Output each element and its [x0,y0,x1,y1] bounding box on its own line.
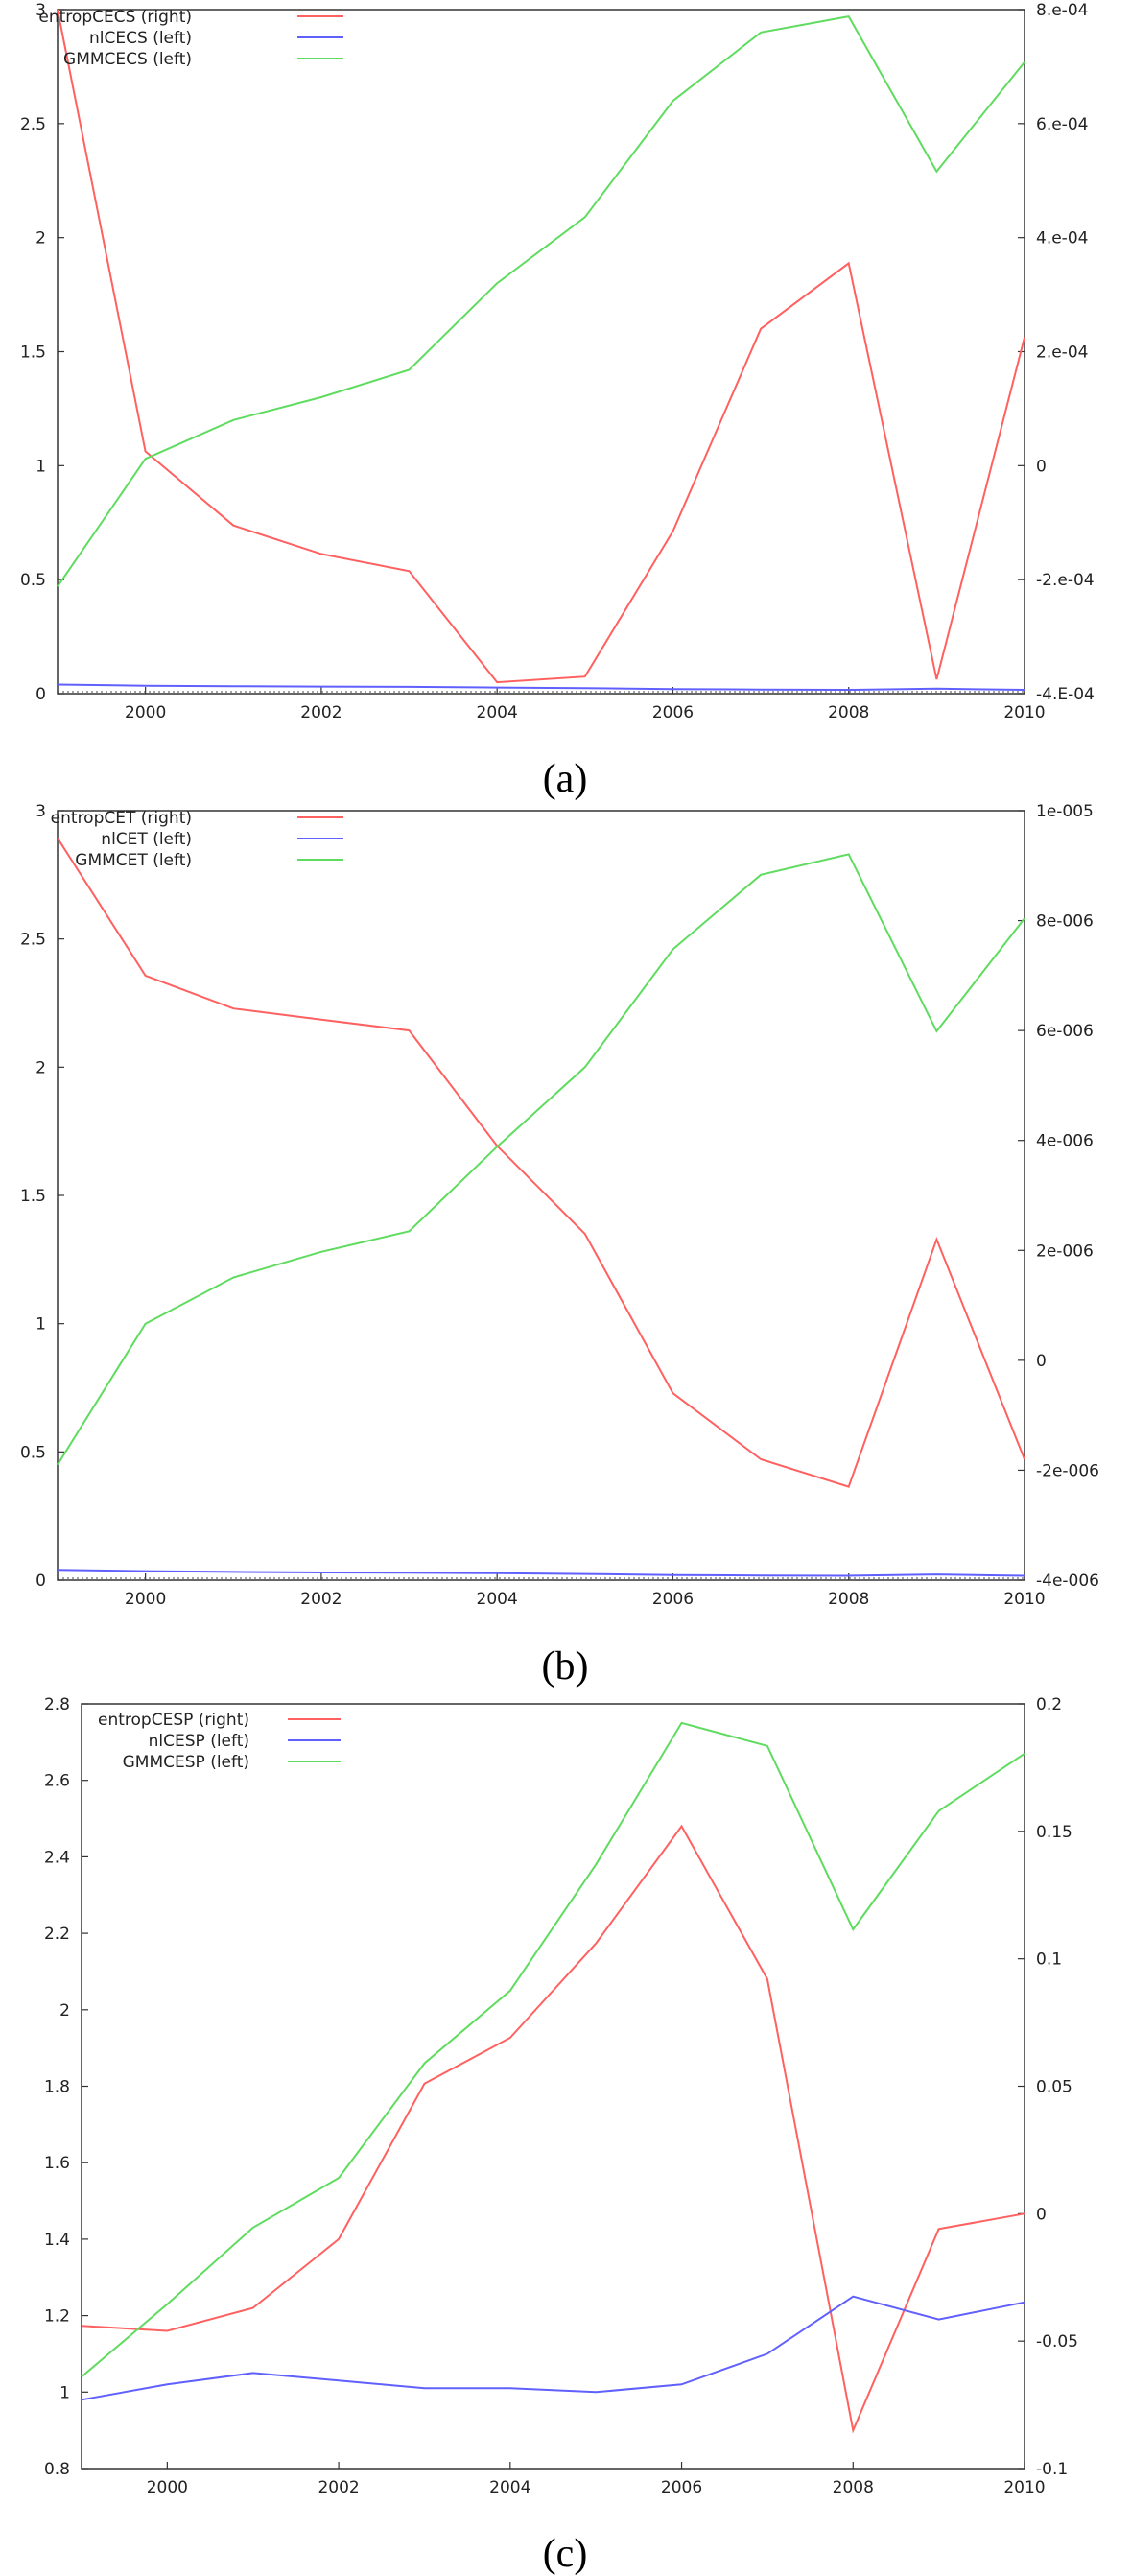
series-line-nlcet [57,1569,1025,1577]
x-tick-label: 2006 [661,2478,702,2497]
chart-panel-b: 2000 2002 2004 2006 2008 2010 0 0.5 1 1.5 2 2.5 3 -4e… [20,802,1099,1689]
y-right-tick-label: 0.1 [1036,1950,1062,1970]
x-tick-label: 2010 [1003,2478,1045,2497]
y-left-tick-label: 1 [35,457,46,476]
y-left-tick-label: 2.8 [44,1695,70,1714]
y-right-tick-label: 0 [1036,2205,1047,2224]
series-line-gmmcecs [57,14,1025,587]
chart-panel-c: 2000 2002 2004 2006 2008 2010 0.8 1 1.2 1.4 1.6 1.8… [44,1695,1078,2576]
y-left-tick-label: 0.5 [20,571,46,590]
y-right-tick-label: 6e-006 [1036,1022,1094,1041]
plot-frame [81,1703,1025,2470]
legend-label: entropCECS (right) [38,8,192,27]
legend-label: nlCESP (left) [149,1732,249,1751]
series-line-entropcesp [81,1824,1025,2434]
y-left-tick-label: 2.4 [44,1848,70,1867]
panel-caption: (a) [543,757,588,801]
y-right-tick-label: -4.E-04 [1036,685,1095,704]
y-left-tick-label: 2.5 [20,115,46,134]
x-tick-label: 2002 [300,703,342,722]
y-right-tick-label: 4.e-04 [1036,229,1088,248]
x-tick-label: 2010 [1003,703,1045,722]
y-left-tick-label: 1.5 [20,1187,46,1206]
y-right-tick-label: 0 [1036,1352,1047,1371]
y-right-tick-label: 0.05 [1036,2078,1072,2097]
y-left-tick-label: 1.8 [44,2078,70,2097]
plot-frame [57,810,1025,1581]
y-left-tick-label: 2.5 [20,931,46,950]
y-right-tick-label: 2.e-04 [1036,343,1088,363]
y-right-tick-label: 0.2 [1036,1695,1062,1714]
y-left-tick-label: 2 [35,1058,46,1077]
y-right-tick-label: -0.1 [1036,2460,1068,2479]
plot-frame [57,9,1025,695]
x-tick-label: 2010 [1003,1590,1045,1609]
y-left-tick-label: 2.6 [44,1772,70,1791]
y-left-tick-label: 0 [35,685,46,704]
x-tick-label: 2000 [125,1590,166,1609]
legend-label: entropCESP (right) [98,1711,249,1730]
y-left-tick-label: 0.8 [44,2460,70,2479]
x-tick-label: 2004 [489,2478,530,2497]
panel-caption: (c) [543,2532,588,2576]
y-left-tick-label: 1 [35,1315,46,1335]
series-line-nlcesp [81,2295,1025,2401]
y-right-tick-label: 1e-005 [1036,802,1094,821]
y-right-tick-label: -2e-006 [1036,1461,1099,1480]
y-right-tick-label: 4e-006 [1036,1132,1094,1151]
series-line-entropcet [57,838,1025,1488]
y-right-tick-label: -4e-006 [1036,1572,1099,1591]
y-right-tick-label: 8.e-04 [1036,1,1088,20]
legend-label: GMMCESP (left) [123,1753,249,1772]
y-right-tick-label: 8e-006 [1036,912,1094,932]
y-left-tick-label: 2 [35,229,46,248]
chart-panel-a: 2000 2002 2004 2006 2008 2010 0 0.5 1 1.5 2 2.5 3 -4.… [20,1,1095,801]
y-right-tick-label: 2e-006 [1036,1241,1094,1261]
y-left-tick-label: 3 [35,802,46,821]
x-tick-label: 2006 [652,1590,694,1609]
x-tick-label: 2000 [125,703,166,722]
y-left-tick-label: 2 [59,2001,70,2021]
y-left-tick-label: 0 [35,1572,46,1591]
x-tick-label: 2002 [318,2478,359,2497]
y-left-tick-label: 1.5 [20,343,46,363]
y-left-tick-label: 1.2 [44,2307,70,2327]
legend-label: GMMCECS (left) [63,50,192,69]
x-tick-label: 2006 [652,703,694,722]
y-right-tick-label: -2.e-04 [1036,571,1095,590]
legend-label: nlCET (left) [101,830,192,849]
series-line-gmmcet [57,853,1025,1466]
legend-label: GMMCET (left) [75,851,192,870]
y-left-tick-label: 3 [35,1,46,20]
y-left-tick-label: 1 [59,2383,70,2402]
y-right-tick-label: 0 [1036,457,1047,476]
y-right-tick-label: 0.15 [1036,1823,1072,1842]
series-line-gmmcesp [81,1721,1025,2378]
y-right-tick-label: -0.05 [1036,2332,1078,2351]
series-line-entropcecs [57,9,1025,684]
y-right-tick-label: 6.e-04 [1036,115,1088,134]
series-line-nlcecs [57,683,1025,692]
x-tick-label: 2008 [828,703,869,722]
x-tick-label: 2002 [300,1590,342,1609]
legend-label: nlCECS (left) [89,29,192,48]
x-tick-label: 2004 [477,1590,518,1609]
x-tick-label: 2000 [147,2478,188,2497]
legend-label: entropCET (right) [51,809,192,828]
y-left-tick-label: 1.6 [44,2154,70,2173]
x-tick-label: 2008 [828,1590,869,1609]
y-left-tick-label: 1.4 [44,2231,70,2250]
x-tick-label: 2004 [477,703,518,722]
x-tick-label: 2008 [833,2478,874,2497]
y-left-tick-label: 0.5 [20,1443,46,1462]
y-left-tick-label: 2.2 [44,1925,70,1944]
panel-caption: (b) [542,1644,589,1689]
